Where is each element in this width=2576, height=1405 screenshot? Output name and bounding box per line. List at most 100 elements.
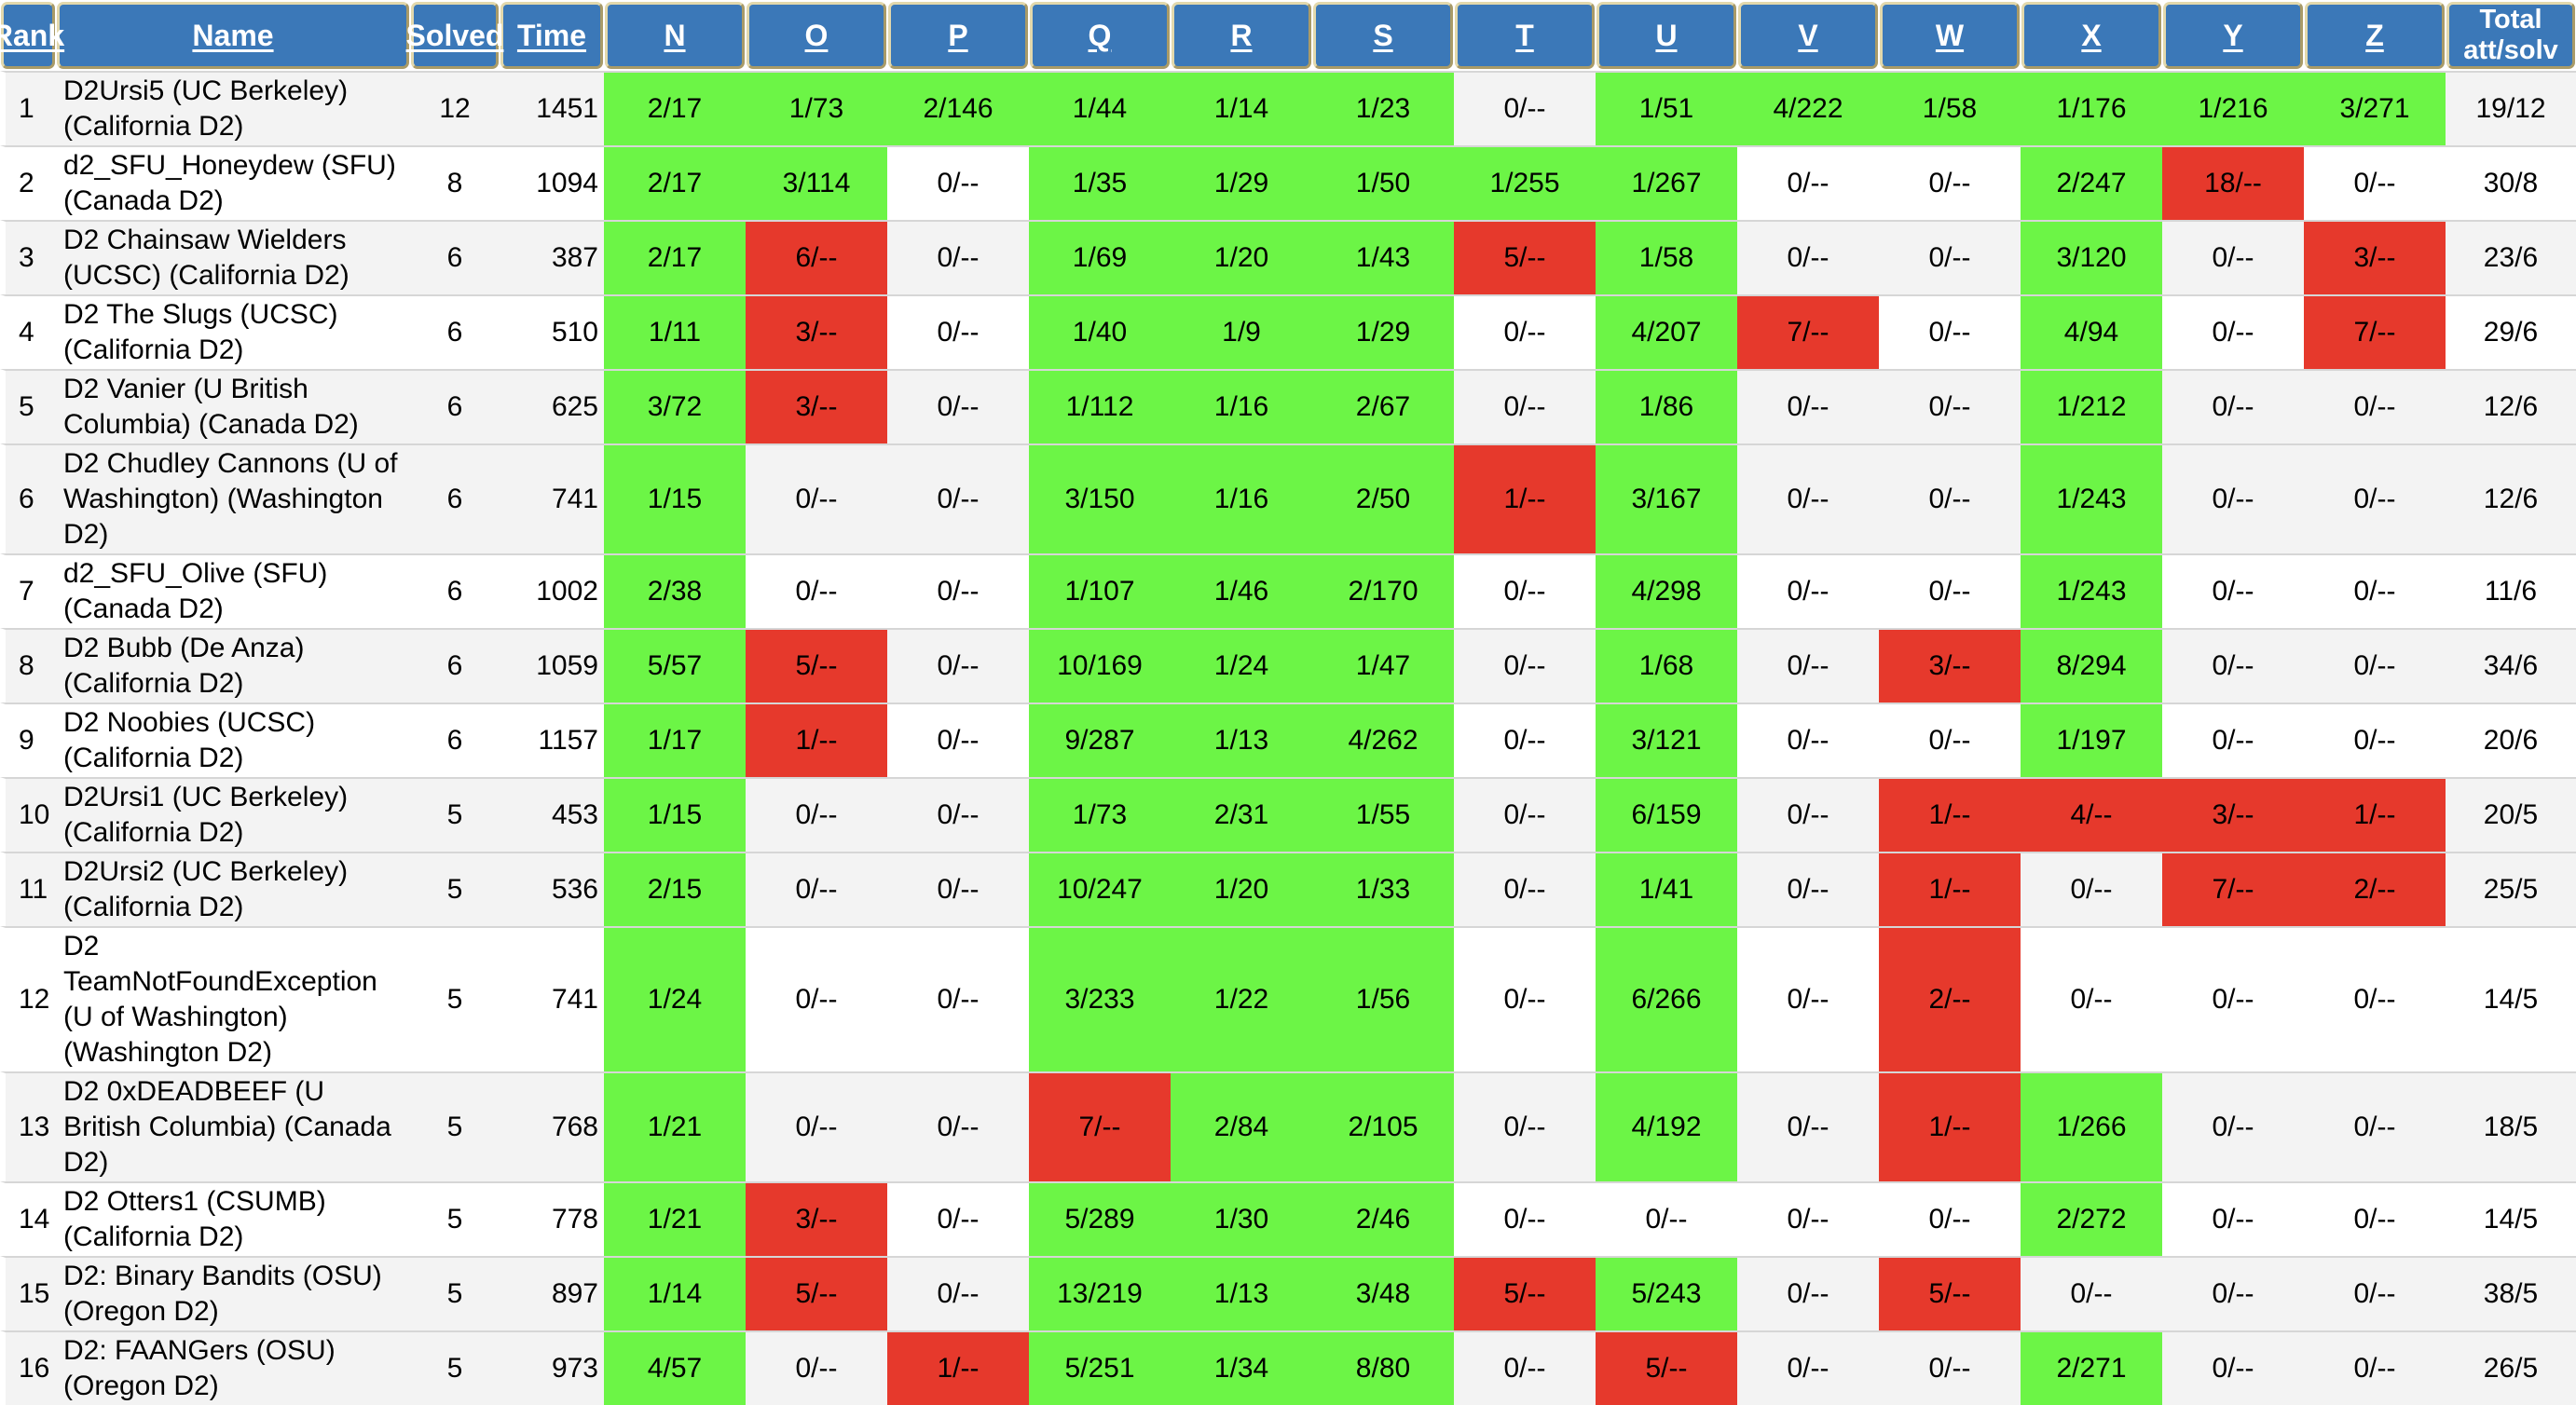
header-cell-frame: U [1596,2,1736,69]
problem-cell-N: 1/17 [604,702,746,777]
standings-body: 1 D2Ursi5 (UC Berkeley) (California D2) 12… [0,71,2576,1405]
problem-cell-Z: 0/-- [2304,1071,2446,1181]
problem-cell-W: 0/-- [1879,553,2021,628]
problem-cell-N: 2/17 [604,145,746,220]
problem-cell-X: 3/120 [2021,220,2162,294]
sort-link-time[interactable]: Time [516,18,587,52]
problem-cell-N: 1/14 [604,1256,746,1330]
problem-cell-S: 1/29 [1312,294,1454,369]
sort-link-name[interactable]: Name [192,18,274,52]
total-att-solv-cell: 23/6 [2446,220,2576,294]
problem-cell-R: 1/29 [1171,145,1312,220]
problem-cell-N: 1/21 [604,1181,746,1256]
sort-link-Y[interactable]: Y [2223,18,2243,52]
header-cell-N[interactable]: N [604,0,746,71]
problem-cell-T: 0/-- [1454,1330,1596,1405]
sort-link-W[interactable]: W [1935,18,1965,52]
sort-link-N[interactable]: N [664,18,686,52]
problem-cell-X: 1/266 [2021,1071,2162,1181]
problem-cell-S: 2/50 [1312,443,1454,553]
rank-cell: 2 [0,145,56,220]
standings-row: 7 d2_SFU_Olive (SFU) (Canada D2) 6 1002 2/38… [0,553,2576,628]
problem-cell-Q: 5/289 [1029,1181,1171,1256]
problem-cell-V: 0/-- [1737,1181,1879,1256]
header-cell-time[interactable]: Time [500,0,604,71]
total-att-solv-cell: 30/8 [2446,145,2576,220]
problem-cell-V: 0/-- [1737,702,1879,777]
header-cell-Z[interactable]: Z [2304,0,2446,71]
header-cell-O[interactable]: O [746,0,887,71]
problem-cell-X: 8/294 [2021,628,2162,702]
standings-row: 1 D2Ursi5 (UC Berkeley) (California D2) 12… [0,71,2576,145]
solved-count-cell: 6 [410,443,500,553]
team-name-cell: D2: Binary Bandits (OSU) (Oregon D2) [56,1256,410,1330]
header-cell-Y[interactable]: Y [2162,0,2304,71]
problem-cell-V: 0/-- [1737,145,1879,220]
problem-cell-T: 0/-- [1454,1181,1596,1256]
problem-cell-Q: 1/107 [1029,553,1171,628]
problem-cell-N: 5/57 [604,628,746,702]
header-cell-name[interactable]: Name [56,0,410,71]
problem-cell-S: 2/105 [1312,1071,1454,1181]
problem-cell-Z: 0/-- [2304,1181,2446,1256]
header-cell-frame: O [747,2,886,69]
sort-link-S[interactable]: S [1373,18,1393,52]
header-cell-W[interactable]: W [1879,0,2021,71]
problem-cell-S: 3/48 [1312,1256,1454,1330]
sort-link-Q[interactable]: Q [1088,18,1112,52]
problem-cell-R: 2/84 [1171,1071,1312,1181]
problem-cell-P: 0/-- [887,852,1029,926]
problem-cell-U: 5/243 [1596,1256,1737,1330]
problem-cell-U: 4/192 [1596,1071,1737,1181]
problem-cell-Q: 10/247 [1029,852,1171,926]
problem-cell-O: 0/-- [746,1330,887,1405]
header-cell-V[interactable]: V [1737,0,1879,71]
sort-link-V[interactable]: V [1798,18,1818,52]
problem-cell-O: 0/-- [746,926,887,1071]
problem-cell-Z: 1/-- [2304,777,2446,852]
problem-cell-U: 1/68 [1596,628,1737,702]
header-cell-Q[interactable]: Q [1029,0,1171,71]
problem-cell-W: 2/-- [1879,926,2021,1071]
sort-link-solved[interactable]: Solved [405,18,504,52]
sort-link-T[interactable]: T [1515,18,1534,52]
solved-count-cell: 6 [410,628,500,702]
total-att-solv-cell: 20/5 [2446,777,2576,852]
header-cell-frame: S [1313,2,1453,69]
problem-cell-U: 1/41 [1596,852,1737,926]
problem-cell-X: 1/197 [2021,702,2162,777]
problem-cell-S: 1/55 [1312,777,1454,852]
problem-cell-T: 0/-- [1454,926,1596,1071]
problem-cell-S: 1/47 [1312,628,1454,702]
problem-cell-O: 0/-- [746,553,887,628]
rank-cell: 9 [0,702,56,777]
problem-cell-T: 0/-- [1454,777,1596,852]
rank-cell: 3 [0,220,56,294]
problem-cell-R: 1/13 [1171,702,1312,777]
sort-link-U[interactable]: U [1655,18,1678,52]
sort-link-rank[interactable]: Rank [0,18,65,52]
sort-link-O[interactable]: O [804,18,829,52]
sort-link-Z[interactable]: Z [2365,18,2384,52]
header-cell-X[interactable]: X [2021,0,2162,71]
header-cell-solved[interactable]: Solved [406,0,503,71]
rank-cell: 6 [0,443,56,553]
problem-cell-Q: 3/233 [1029,926,1171,1071]
problem-cell-X: 0/-- [2021,926,2162,1071]
problem-cell-O: 3/114 [746,145,887,220]
header-cell-S[interactable]: S [1312,0,1454,71]
total-att-solv-cell: 12/6 [2446,369,2576,443]
sort-link-R[interactable]: R [1230,18,1253,52]
problem-cell-W: 5/-- [1879,1256,2021,1330]
header-cell-frame: T [1455,2,1595,69]
header-cell-P[interactable]: P [887,0,1029,71]
header-cell-T[interactable]: T [1454,0,1596,71]
header-cell-rank[interactable]: Rank [0,0,64,71]
header-cell-U[interactable]: U [1596,0,1737,71]
problem-cell-Z: 3/271 [2304,71,2446,145]
sort-link-P[interactable]: P [948,18,968,52]
total-time-cell: 536 [500,852,604,926]
header-cell-R[interactable]: R [1171,0,1312,71]
sort-link-X[interactable]: X [2081,18,2102,52]
